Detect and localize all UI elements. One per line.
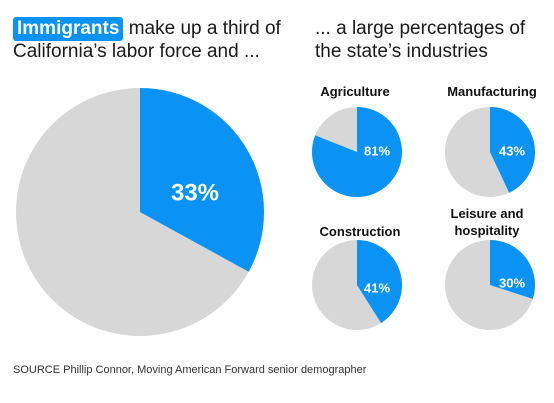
pie-value-label: 43% (499, 143, 525, 158)
pie-value-slice (357, 240, 402, 323)
pie-chart-labor-force: 33% (16, 88, 264, 336)
headline-right-line2: the state’s industries (315, 41, 488, 62)
pie-chart-manufacturing: 43% Manufacturing (445, 84, 537, 197)
pie-category-label: Construction (320, 224, 401, 239)
pie-value-slice (490, 240, 536, 299)
pie-chart-leisure-and-hospitality: 30% Leisure and hospitality (445, 206, 536, 330)
pie-value-slice (311, 107, 402, 197)
pie-category-label: Leisure and (451, 206, 524, 221)
pie-category-label: hospitality (454, 223, 520, 238)
pie-chart-construction: 41% Construction (312, 224, 402, 330)
headline-left-line2: California’s labor force and ... (13, 41, 260, 62)
headline-right: ... a large percentages of the state’s i… (315, 17, 550, 63)
pie-value-slice (490, 107, 536, 193)
pie-chart-agriculture: 81% Agriculture (311, 84, 402, 197)
headline-left-line1: make up a third of (123, 18, 281, 39)
pie-value-label: 81% (364, 143, 390, 158)
immigrants-highlight: Immigrants (13, 17, 124, 41)
pie-value-label: 41% (364, 280, 390, 295)
headline-right-line1: ... a large percentages of (315, 18, 526, 39)
pie-value-label: 30% (499, 275, 525, 290)
pie-category-label: Manufacturing (447, 84, 537, 99)
pie-category-label: Agriculture (320, 84, 389, 99)
pie-value-slice (140, 88, 264, 272)
pie-value-label: 33% (171, 179, 219, 206)
source-note: SOURCE Phillip Connor, Moving American F… (13, 364, 367, 376)
headline-left: Immigrants make up a third of California… (13, 17, 303, 63)
